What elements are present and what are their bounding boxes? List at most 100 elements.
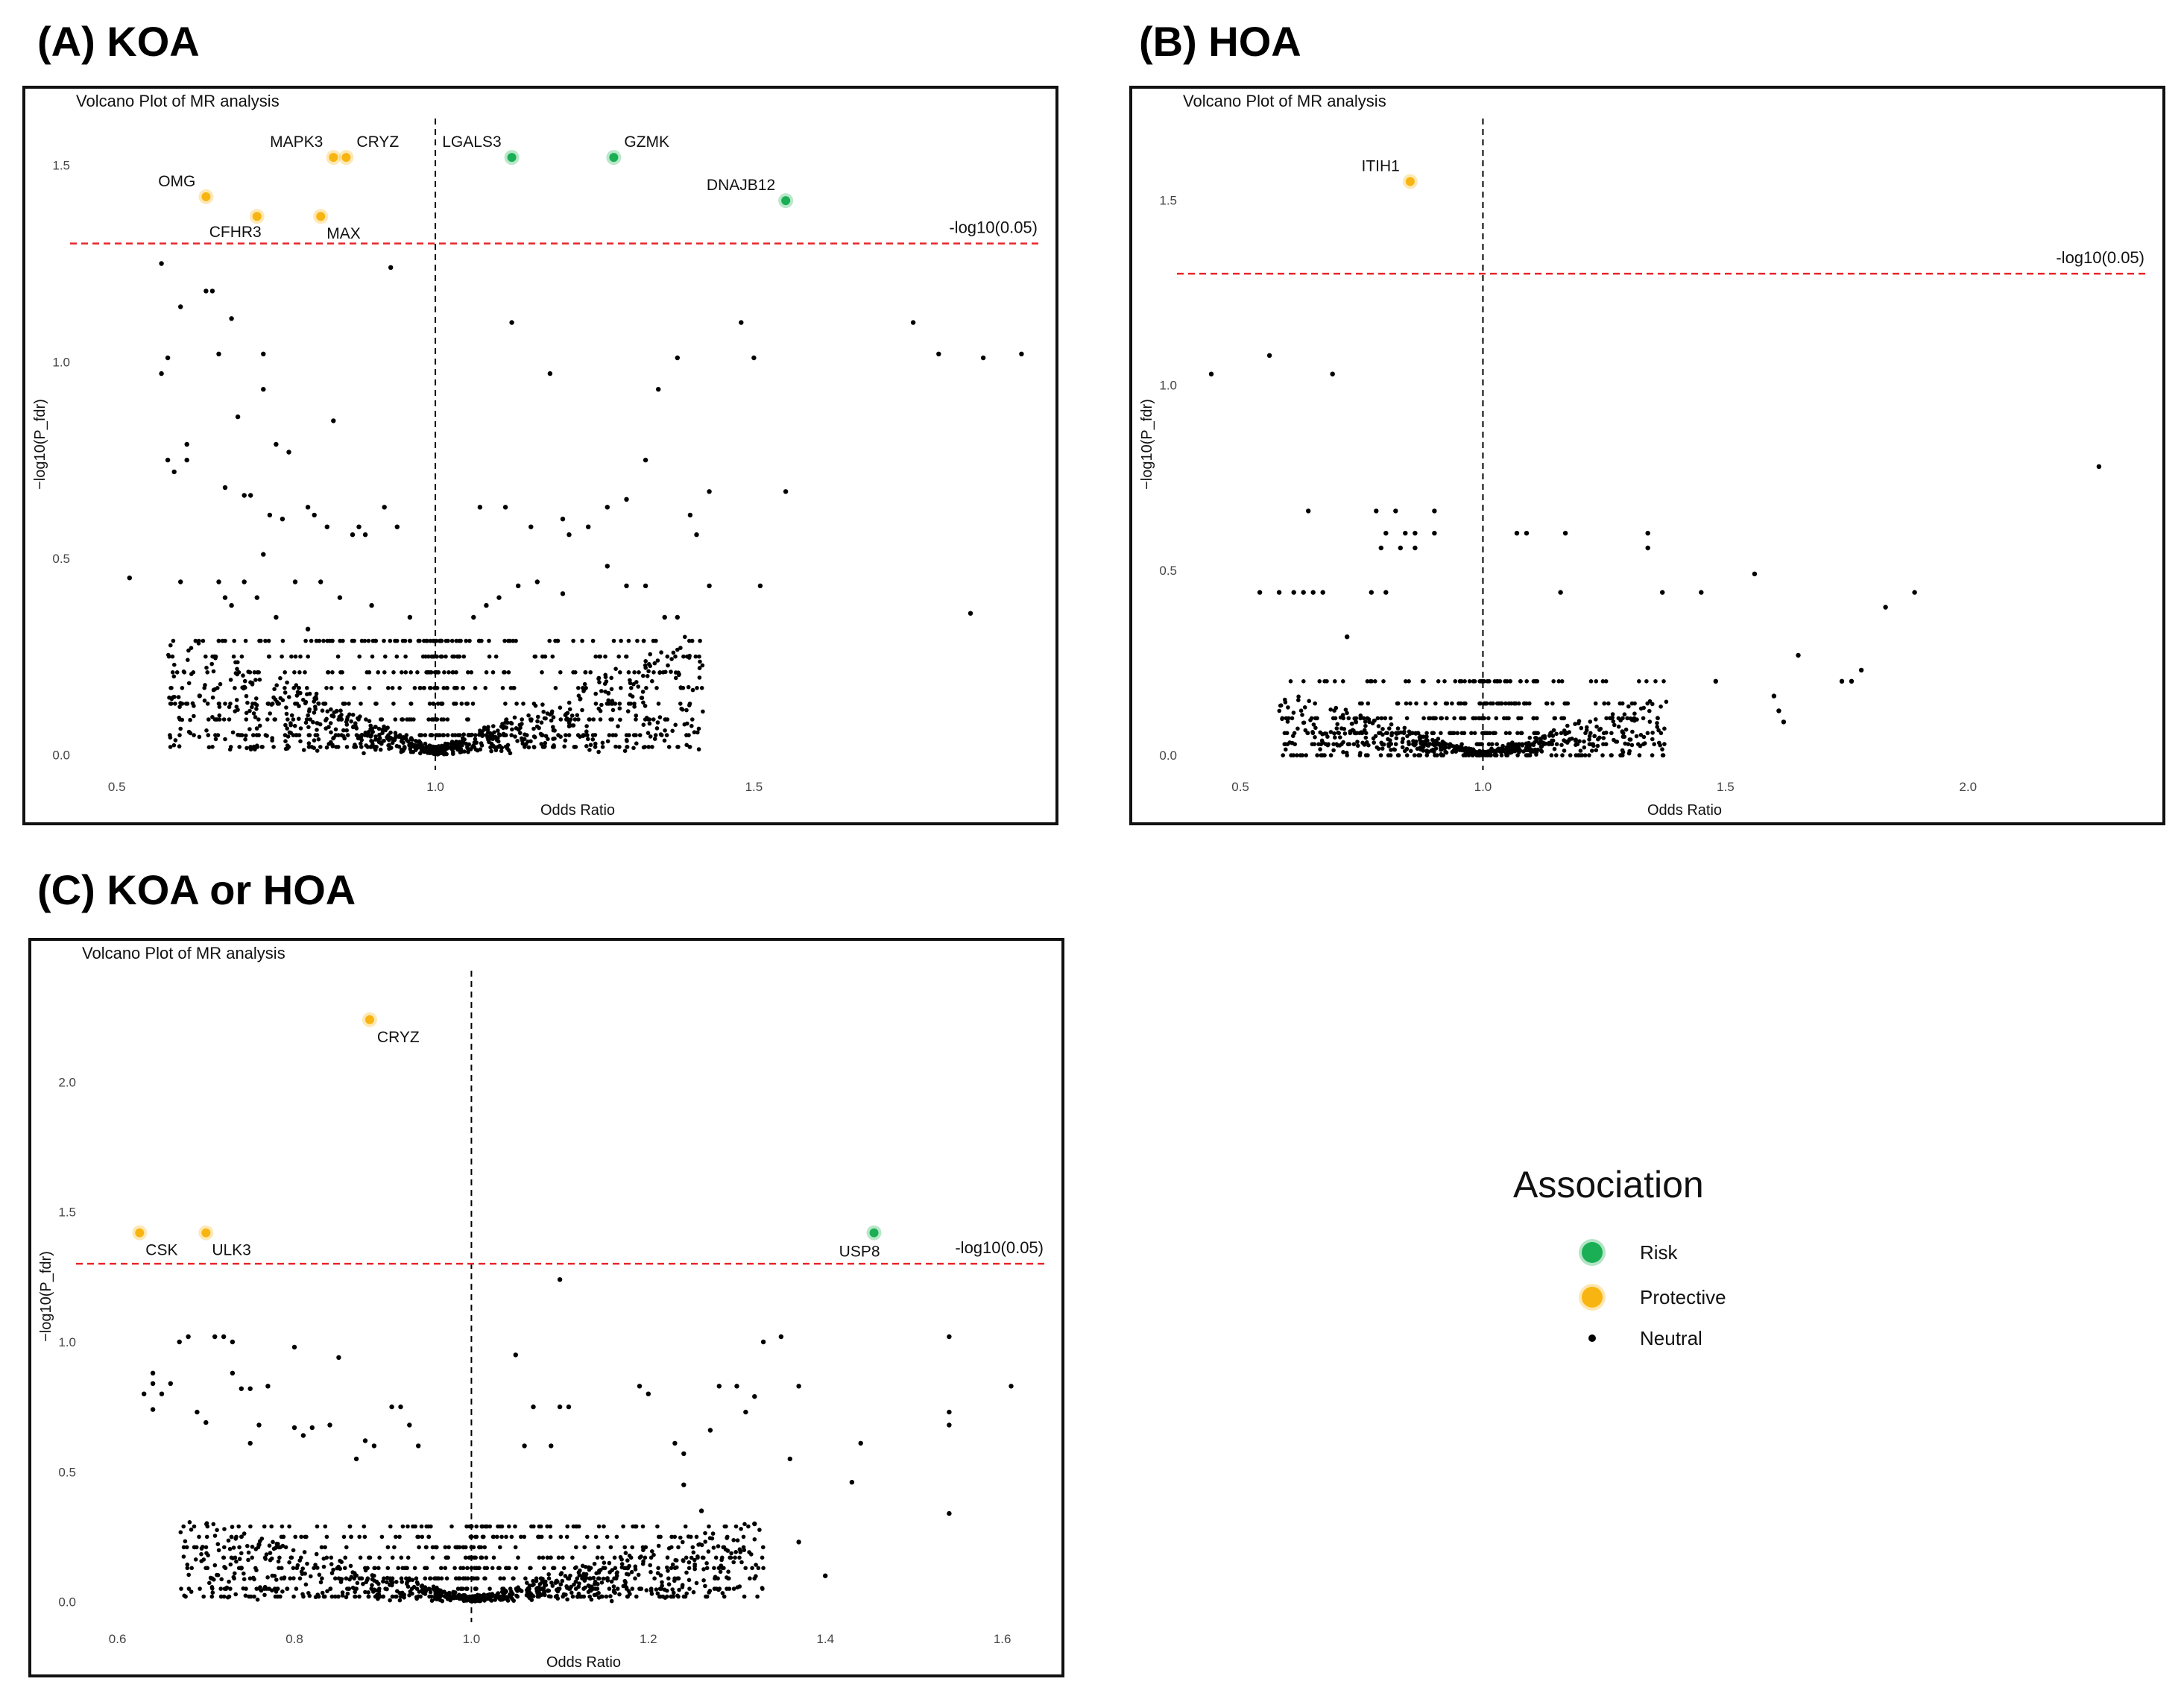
neutral-point (700, 663, 705, 668)
neutral-point (496, 745, 501, 749)
neutral-point (634, 733, 638, 737)
neutral-point (564, 1592, 568, 1597)
neutral-point (1662, 726, 1667, 731)
neutral-point (323, 1594, 327, 1599)
protective-point (201, 1228, 211, 1238)
neutral-point (216, 1548, 221, 1553)
neutral-point (427, 702, 432, 706)
neutral-point (1637, 753, 1642, 757)
neutral-point (689, 1555, 694, 1560)
neutral-point (496, 728, 500, 733)
neutral-point (508, 1594, 513, 1599)
neutral-point (359, 1576, 364, 1580)
neutral-point (565, 1597, 569, 1602)
neutral-point (273, 717, 277, 722)
neutral-point (1658, 731, 1664, 736)
neutral-point (1479, 752, 1484, 757)
neutral-point (293, 1534, 298, 1539)
neutral-point (663, 728, 667, 733)
neutral-point (339, 733, 344, 737)
neutral-point (507, 1566, 511, 1571)
neutral-point (471, 614, 476, 620)
neutral-point (306, 654, 311, 659)
neutral-point (278, 1545, 283, 1550)
protective-point (341, 153, 351, 163)
neutral-point (858, 1440, 863, 1446)
gene-label: CFHR3 (209, 224, 262, 241)
neutral-point (449, 1524, 454, 1529)
neutral-point (545, 1555, 550, 1560)
neutral-point (742, 1548, 747, 1552)
neutral-point (694, 532, 699, 538)
neutral-point (320, 1576, 324, 1580)
neutral-point (689, 724, 694, 728)
protective-point (135, 1228, 145, 1238)
neutral-point (370, 729, 376, 734)
neutral-point (1477, 701, 1482, 706)
gene-label: DNAJB12 (707, 177, 775, 194)
neutral-point (1283, 742, 1288, 746)
neutral-point (656, 702, 661, 706)
neutral-point (515, 739, 520, 743)
y-axis-label: −log10(P_fdr) (32, 399, 48, 490)
neutral-point (480, 1534, 485, 1539)
neutral-point (333, 1576, 338, 1580)
neutral-point (650, 745, 654, 749)
neutral-point (469, 670, 474, 675)
neutral-point (312, 710, 317, 715)
y-tick-label: 0.0 (1159, 749, 1177, 763)
neutral-point (436, 751, 441, 755)
neutral-point (453, 702, 458, 706)
neutral-point (1395, 753, 1401, 757)
neutral-point (731, 1560, 736, 1565)
neutral-point (563, 1574, 568, 1578)
neutral-point (625, 709, 631, 713)
neutral-point (1588, 679, 1594, 684)
neutral-point (666, 745, 672, 749)
neutral-point (1328, 707, 1333, 712)
legend-risk-label: Risk (1640, 1241, 1678, 1264)
neutral-point (354, 1573, 359, 1578)
neutral-point (341, 728, 346, 733)
neutral-point (1521, 701, 1527, 706)
neutral-point (414, 1596, 419, 1601)
neutral-point (675, 355, 680, 361)
neutral-point (239, 654, 244, 659)
neutral-point (252, 1594, 256, 1599)
neutral-point (1601, 742, 1606, 746)
neutral-point (720, 1566, 725, 1571)
neutral-point (565, 1524, 569, 1529)
neutral-point (441, 717, 446, 722)
neutral-point (588, 743, 593, 747)
gene-label: ULK3 (212, 1242, 251, 1259)
neutral-point (619, 1565, 625, 1570)
neutral-point (429, 733, 435, 737)
neutral-point (382, 724, 386, 729)
neutral-point (478, 1598, 482, 1602)
neutral-point (1424, 735, 1429, 740)
neutral-point (341, 1534, 347, 1539)
gene-label: CRYZ (377, 1029, 420, 1046)
neutral-point (477, 638, 482, 643)
x-axis-label: Odds Ratio (546, 1654, 621, 1671)
neutral-point (359, 745, 364, 749)
neutral-point (669, 1534, 674, 1539)
neutral-point (1417, 735, 1422, 740)
neutral-point (493, 1598, 497, 1602)
neutral-point (548, 1534, 553, 1539)
neutral-point (737, 1584, 742, 1589)
neutral-point (193, 1557, 198, 1562)
neutral-point (576, 693, 581, 698)
neutral-point (592, 1561, 597, 1566)
neutral-point (1544, 701, 1549, 706)
neutral-point (662, 738, 667, 743)
neutral-point (1611, 719, 1616, 724)
neutral-point (261, 351, 266, 356)
neutral-point (1366, 743, 1371, 748)
neutral-point (1480, 731, 1485, 736)
neutral-point (382, 638, 386, 643)
neutral-point (1560, 753, 1565, 757)
neutral-point (312, 738, 317, 743)
neutral-point (1657, 740, 1661, 746)
neutral-point (597, 680, 602, 684)
